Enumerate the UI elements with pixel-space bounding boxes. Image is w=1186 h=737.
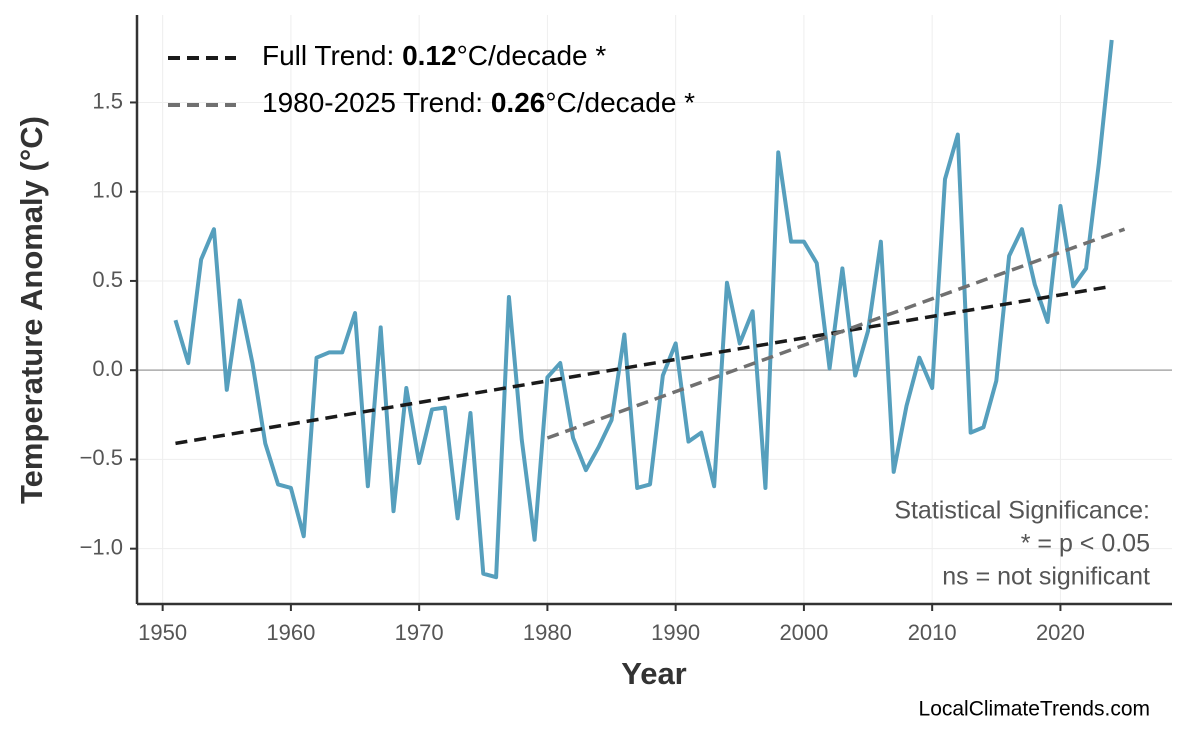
x-tick-label: 2000 (779, 620, 828, 645)
y-tick-label: 0.5 (92, 267, 123, 292)
trend-line (175, 284, 1113, 446)
legend-text: 0.26 (491, 87, 546, 118)
y-tick-label: −0.5 (80, 445, 123, 470)
y-tick-label: 0.0 (92, 356, 123, 381)
legend-label: Full Trend: 0.12°C/decade * (262, 40, 606, 71)
watermark: LocalClimateTrends.com (919, 698, 1150, 721)
legend-text: °C/decade * (457, 40, 607, 71)
legend-text: 1980-2025 Trend: (262, 87, 491, 118)
annotation: * = p < 0.05 (1021, 530, 1150, 558)
y-tick-label: 1.0 (92, 178, 123, 203)
x-tick-label: 1980 (523, 620, 572, 645)
x-tick-label: 1950 (138, 620, 187, 645)
x-tick-label: 1990 (651, 620, 700, 645)
x-tick-label: 1960 (266, 620, 315, 645)
legend-text: Full Trend: (262, 40, 402, 71)
legend-text: °C/decade * (545, 87, 695, 118)
x-tick-label: 1970 (395, 620, 444, 645)
x-tick-label: 2010 (908, 620, 957, 645)
trend-line (546, 227, 1126, 440)
data-line (173, 39, 1114, 580)
y-axis-title: Temperature Anomaly (°C) (14, 116, 49, 504)
x-axis-title: Year (621, 656, 687, 691)
x-tick-label: 2020 (1036, 620, 1085, 645)
annotation: Statistical Significance: (894, 497, 1150, 525)
legend-label: 1980-2025 Trend: 0.26°C/decade * (262, 87, 695, 118)
y-tick-label: −1.0 (80, 534, 123, 559)
annotation: ns = not significant (942, 563, 1150, 591)
y-tick-label: 1.5 (92, 88, 123, 113)
legend-text: 0.12 (402, 40, 457, 71)
